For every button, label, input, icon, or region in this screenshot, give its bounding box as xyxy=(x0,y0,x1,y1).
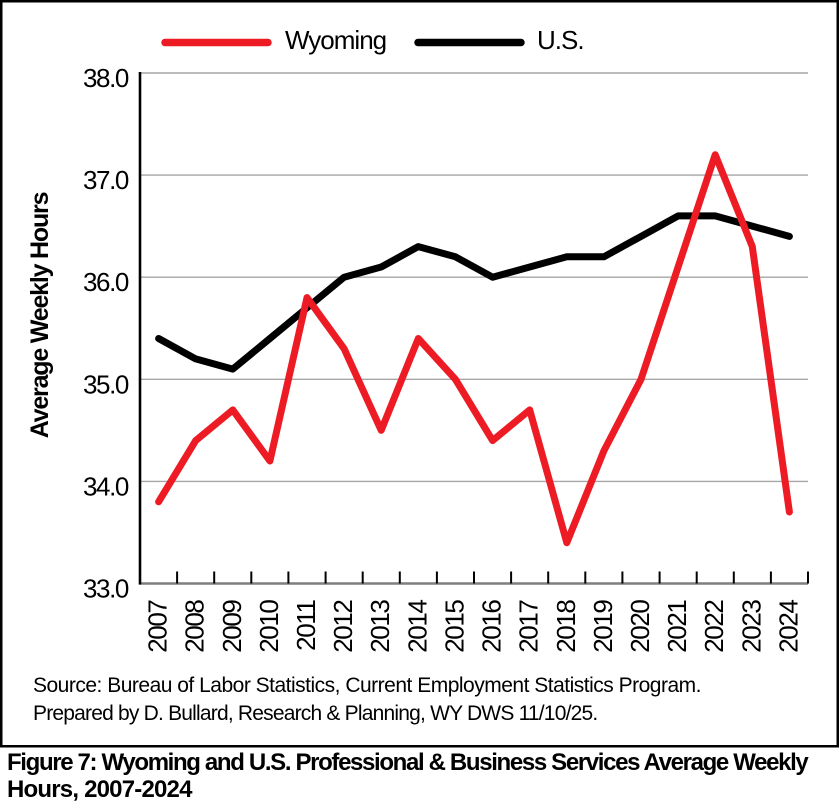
svg-text:2021: 2021 xyxy=(662,600,692,653)
svg-text:2018: 2018 xyxy=(551,600,581,653)
svg-text:Figure 7: Wyoming and U.S. Pro: Figure 7: Wyoming and U.S. Professional … xyxy=(7,749,809,776)
svg-text:2015: 2015 xyxy=(439,600,469,653)
svg-text:35.0: 35.0 xyxy=(83,369,129,399)
svg-text:2020: 2020 xyxy=(625,600,655,653)
svg-text:34.0: 34.0 xyxy=(83,471,129,501)
svg-text:33.0: 33.0 xyxy=(83,574,129,604)
svg-text:2007: 2007 xyxy=(143,600,173,653)
svg-text:2019: 2019 xyxy=(588,600,618,653)
svg-text:2024: 2024 xyxy=(773,600,803,653)
svg-text:2016: 2016 xyxy=(477,600,507,653)
svg-text:38.0: 38.0 xyxy=(83,63,129,93)
svg-text:2022: 2022 xyxy=(699,600,729,653)
svg-text:2013: 2013 xyxy=(365,600,395,653)
svg-text:U.S.: U.S. xyxy=(537,25,584,55)
svg-text:Hours, 2007-2024: Hours, 2007-2024 xyxy=(7,776,193,803)
svg-text:Source: Bureau of Labor Statis: Source: Bureau of Labor Statistics, Curr… xyxy=(33,674,701,697)
svg-text:Prepared by D. Bullard, Resear: Prepared by D. Bullard, Research & Plann… xyxy=(33,702,597,725)
svg-text:Average Weekly Hours: Average Weekly Hours xyxy=(26,192,54,438)
svg-text:Wyoming: Wyoming xyxy=(285,25,386,55)
svg-text:2008: 2008 xyxy=(180,600,210,653)
svg-text:2012: 2012 xyxy=(328,600,358,653)
svg-text:2014: 2014 xyxy=(402,600,432,653)
svg-text:2009: 2009 xyxy=(217,600,247,653)
svg-text:2023: 2023 xyxy=(736,600,766,653)
svg-text:36.0: 36.0 xyxy=(83,267,129,297)
svg-text:2011: 2011 xyxy=(291,600,321,651)
svg-text:2017: 2017 xyxy=(514,600,544,653)
svg-text:2010: 2010 xyxy=(254,600,284,653)
svg-text:37.0: 37.0 xyxy=(83,165,129,195)
